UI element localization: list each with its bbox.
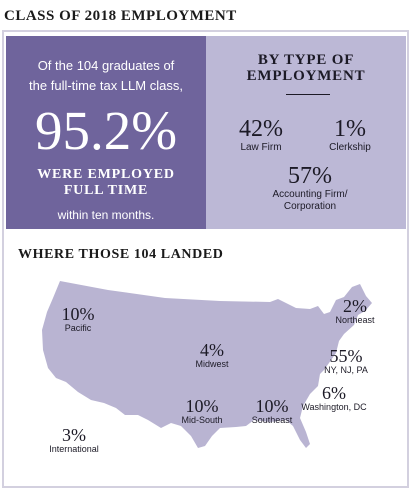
type-heading-line2: EMPLOYMENT <box>246 68 366 84</box>
map-heading: WHERE THOSE 104 LANDED <box>18 247 224 262</box>
region-value: 4% <box>200 340 224 360</box>
region-label: Mid-South <box>181 415 223 425</box>
type-heading-line1: BY TYPE OF <box>257 52 355 68</box>
us-map-shape <box>42 281 372 448</box>
employed-line1: WERE EMPLOYED <box>37 167 175 182</box>
type-item-clerkship: 1% Clerkship <box>318 116 382 154</box>
type-label: Clerkship <box>329 142 371 153</box>
region-label: Southeast <box>251 415 293 425</box>
type-label: Law Firm <box>240 142 282 153</box>
region-label: International <box>49 444 99 454</box>
type-item-accounting: 57% Accounting Firm/ Corporation <box>262 163 358 213</box>
region-pacific: 10% Pacific <box>56 305 100 333</box>
employment-rate: 95.2% <box>34 100 178 161</box>
page-title: CLASS OF 2018 EMPLOYMENT <box>4 8 237 24</box>
region-southeast: 10% Southeast <box>246 397 298 425</box>
headline-intro-line2: the full-time tax LLM class, <box>29 78 183 93</box>
within-text: within ten months. <box>57 208 155 222</box>
headline-panel: Of the 104 graduates of the full-time ta… <box>6 36 206 229</box>
region-label: Northeast <box>335 315 375 325</box>
region-mid-south: 10% Mid-South <box>176 397 228 425</box>
type-label-line1: Accounting Firm/ <box>272 189 348 200</box>
region-value: 3% <box>62 425 86 445</box>
region-midwest: 4% Midwest <box>190 341 234 369</box>
region-value: 10% <box>255 396 289 416</box>
region-value: 10% <box>61 304 95 324</box>
headline-intro-line1: Of the 104 graduates of <box>37 58 175 73</box>
type-label-line2: Corporation <box>283 201 337 212</box>
type-value: 1% <box>334 116 366 142</box>
heading-rule <box>286 94 330 95</box>
type-value: 42% <box>239 116 283 142</box>
region-label: NY, NJ, PA <box>324 365 368 375</box>
type-item-law-firm: 42% Law Firm <box>228 116 294 154</box>
region-value: 6% <box>322 383 346 403</box>
employed-line2: FULL TIME <box>63 183 149 198</box>
region-northeast: 2% Northeast <box>332 297 378 325</box>
region-value: 55% <box>329 346 363 366</box>
region-label: Washington, DC <box>301 402 367 412</box>
employment-type-panel: BY TYPE OF EMPLOYMENT 42% Law Firm 1% Cl… <box>206 36 406 229</box>
region-label: Midwest <box>195 359 229 369</box>
region-international: 3% International <box>44 426 104 454</box>
region-washington-dc: 6% Washington, DC <box>296 384 372 412</box>
region-label: Pacific <box>64 323 92 333</box>
region-value: 2% <box>343 296 367 316</box>
region-value: 10% <box>185 396 219 416</box>
region-ny-nj-pa: 55% NY, NJ, PA <box>318 347 374 375</box>
type-value: 57% <box>288 163 332 189</box>
